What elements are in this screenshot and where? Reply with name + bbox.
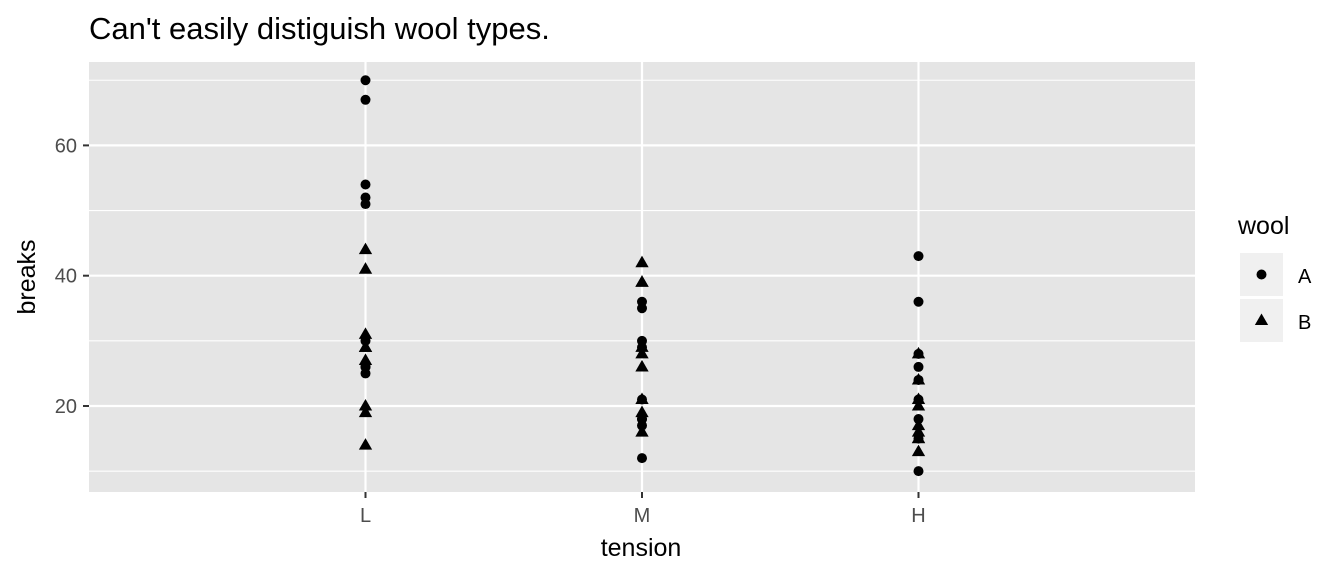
data-point-b — [635, 359, 649, 372]
x-axis-label: tension — [601, 534, 682, 562]
data-point-b — [911, 425, 926, 437]
legend-key-b — [1254, 313, 1269, 326]
legend: wool A B — [1237, 212, 1312, 342]
data-point-b — [358, 242, 373, 255]
data-point-b — [358, 399, 373, 411]
data-point-a — [913, 251, 924, 262]
data-point-b — [911, 444, 926, 457]
data-point-a — [913, 466, 924, 477]
axes: 20 40 60 L M H — [55, 135, 926, 527]
data-point-b — [635, 405, 649, 418]
data-point-a — [913, 296, 924, 307]
data-point-a — [360, 199, 371, 210]
y-tick-label: 60 — [55, 135, 77, 157]
data-point-b — [911, 418, 926, 431]
data-point-b — [635, 275, 649, 287]
data-point-b — [635, 392, 649, 405]
data-point-a — [637, 453, 647, 464]
data-point-a — [913, 361, 924, 372]
data-point-b — [358, 353, 373, 365]
data-point-b — [358, 438, 373, 450]
legend-key-a — [1256, 269, 1267, 280]
data-point-b — [358, 405, 373, 418]
data-point-a — [360, 179, 371, 190]
data-point-b — [358, 327, 373, 339]
data-point-a — [637, 296, 647, 307]
data-point-b — [635, 346, 649, 359]
data-point-b — [911, 399, 926, 411]
legend-label-b: B — [1298, 312, 1311, 334]
data-point-b — [635, 340, 649, 352]
data-point-b — [358, 262, 373, 274]
x-tick-label: L — [360, 505, 371, 527]
x-tick-label: H — [911, 505, 925, 527]
x-tick-label: M — [634, 505, 651, 527]
y-tick-label: 40 — [55, 266, 77, 288]
data-point-b — [911, 431, 926, 444]
data-point-b — [911, 346, 926, 359]
y-tick-label: 20 — [55, 396, 77, 418]
data-point-b — [358, 340, 373, 352]
legend-title: wool — [1237, 212, 1289, 240]
data-point-b — [635, 255, 649, 268]
data-point-a — [360, 94, 371, 105]
legend-label-a: A — [1298, 266, 1312, 288]
data-point-b — [635, 425, 649, 437]
data-points — [358, 75, 926, 477]
y-axis-label: breaks — [13, 239, 41, 314]
data-point-b — [911, 372, 926, 385]
data-point-a — [360, 75, 371, 86]
chart-title: Can't easily distiguish wool types. — [89, 11, 550, 46]
data-point-b — [911, 392, 926, 405]
